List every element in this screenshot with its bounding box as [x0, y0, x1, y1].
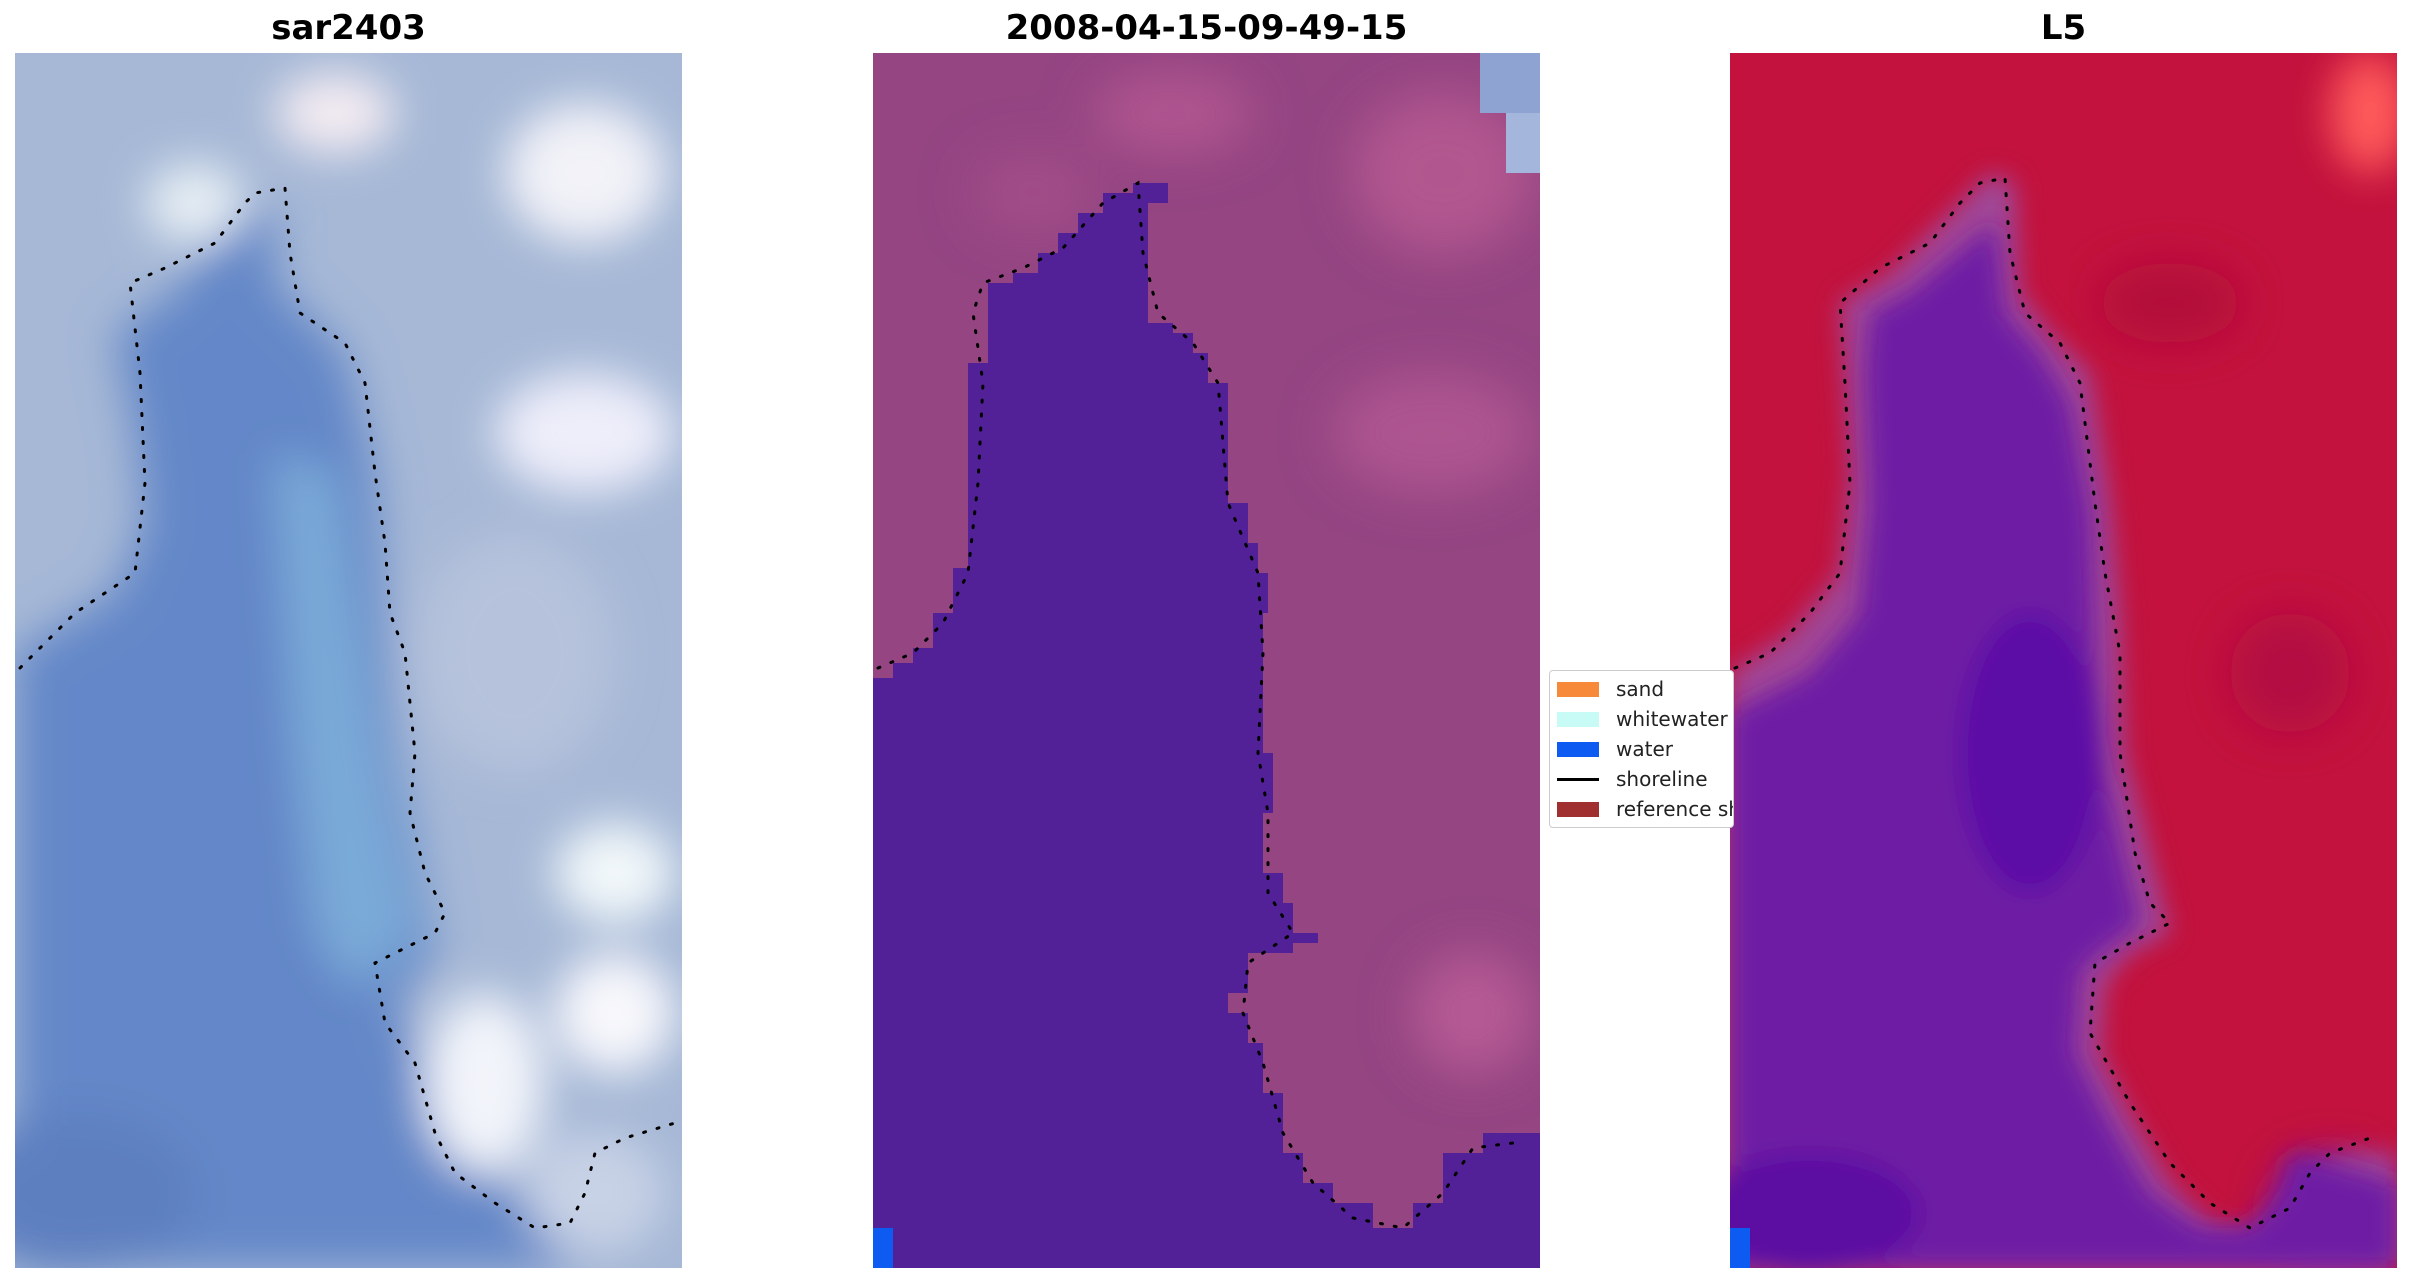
legend-label: shoreline [1616, 767, 1708, 791]
legend: sand whitewater water shoreline referenc… [1549, 670, 1734, 828]
classified-image-svg [873, 53, 1540, 1268]
panel-title: L5 [2040, 8, 2087, 48]
legend-item-whitewater: whitewater [1550, 706, 1733, 732]
rgb-image-svg [15, 53, 682, 1268]
panel-title: sar2403 [271, 8, 426, 48]
water-swatch [1557, 742, 1599, 757]
rgb-image [15, 53, 682, 1268]
sand-swatch [1557, 682, 1599, 697]
shoreline-line [1557, 778, 1599, 781]
legend-label: reference shoreline [1616, 797, 1733, 821]
legend-label: sand [1616, 677, 1665, 701]
legend-item-shoreline: shoreline [1550, 766, 1733, 792]
classified-image [873, 53, 1540, 1268]
reference-shoreline-swatch [1557, 802, 1599, 817]
index-image-svg [1730, 53, 2397, 1268]
whitewater-swatch [1557, 712, 1599, 727]
legend-item-sand: sand [1550, 676, 1733, 702]
legend-item-water: water [1550, 736, 1733, 762]
legend-item-reference-shoreline: reference shoreline [1550, 796, 1733, 822]
legend-label: whitewater [1616, 707, 1728, 731]
index-image [1730, 53, 2397, 1268]
legend-label: water [1616, 737, 1673, 761]
panel-title: 2008-04-15-09-49-15 [1005, 8, 1408, 48]
